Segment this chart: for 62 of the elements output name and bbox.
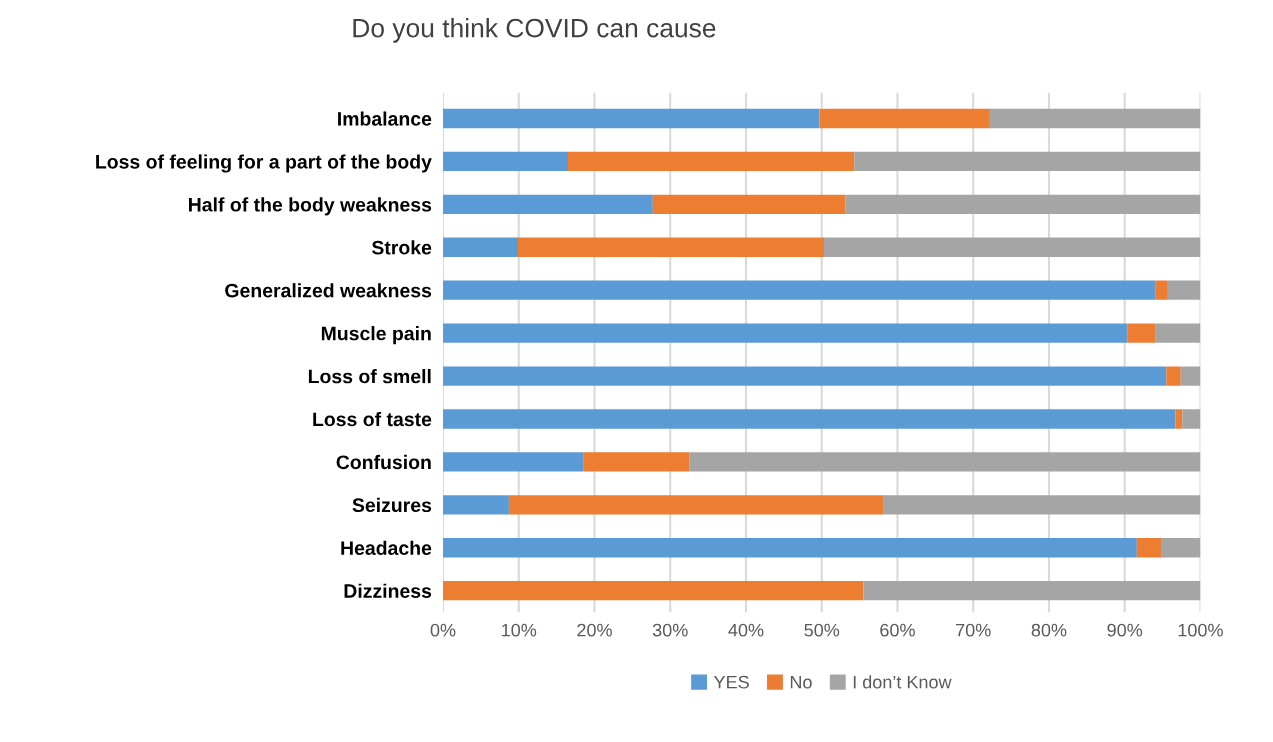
y-tick-label: Loss of feeling for a part of the body [96,154,432,173]
y-tick-label: Headache [341,540,432,555]
bar [443,495,509,515]
x-tick-label: 50% [804,623,840,637]
bar [443,452,584,472]
x-tick-label: 70% [956,623,991,637]
x-tick-label: 20% [577,623,612,637]
bar [689,452,1201,472]
bar [1136,538,1162,558]
bar [443,237,518,257]
y-tick-label: Seizures [352,497,432,513]
bar [863,581,1201,601]
bar [1155,280,1168,300]
y-tick-label: Dizziness [344,583,432,598]
x-tick-label: 0% [430,623,456,637]
x-tick-label: 100% [1178,623,1223,637]
bar [989,108,1201,129]
y-tick-label: Half of the body weakness [189,197,432,216]
y-tick-label: Loss of taste [313,411,432,427]
y-tick-label: Muscle pain [321,326,431,345]
bar [443,194,653,215]
bar [508,495,884,515]
bar [443,581,864,601]
legend-label: YES [713,675,749,689]
bar [1127,323,1156,343]
bar [854,151,1201,172]
bar [443,323,1128,343]
x-tick-label: 90% [1107,623,1143,637]
legend-label: I don’t Know [853,675,952,689]
bar [823,237,1201,257]
bar [443,151,568,172]
bar [1180,366,1201,386]
y-tick-label: Stroke [371,240,432,255]
bar [883,495,1201,515]
bar [567,151,855,172]
x-tick-label: 80% [1031,623,1067,637]
bar [583,452,690,472]
bar [1175,409,1183,429]
chart-title: Do you think COVID can cause [353,18,716,43]
bar [443,280,1156,300]
x-tick-label: 40% [728,623,764,637]
x-tick-label: 30% [652,623,688,637]
y-tick-label: Imbalance [338,111,432,126]
bar [1161,538,1201,558]
bar [443,538,1137,558]
bar [845,194,1201,215]
bar [517,237,824,257]
legend-label: No [790,675,812,689]
bar [443,366,1167,386]
bar [443,108,820,129]
bar [652,194,846,215]
bar [443,409,1176,429]
bar [819,108,990,129]
bar [1182,409,1201,429]
y-tick-label: Confusion [336,454,431,470]
y-tick-label: Loss of smell [308,369,431,384]
bar [1166,366,1181,386]
x-tick-label: 10% [502,623,537,637]
bar [1155,323,1201,343]
x-tick-label: 60% [880,623,915,637]
bar [1167,280,1201,300]
y-tick-label: Generalized weakness [225,283,432,298]
